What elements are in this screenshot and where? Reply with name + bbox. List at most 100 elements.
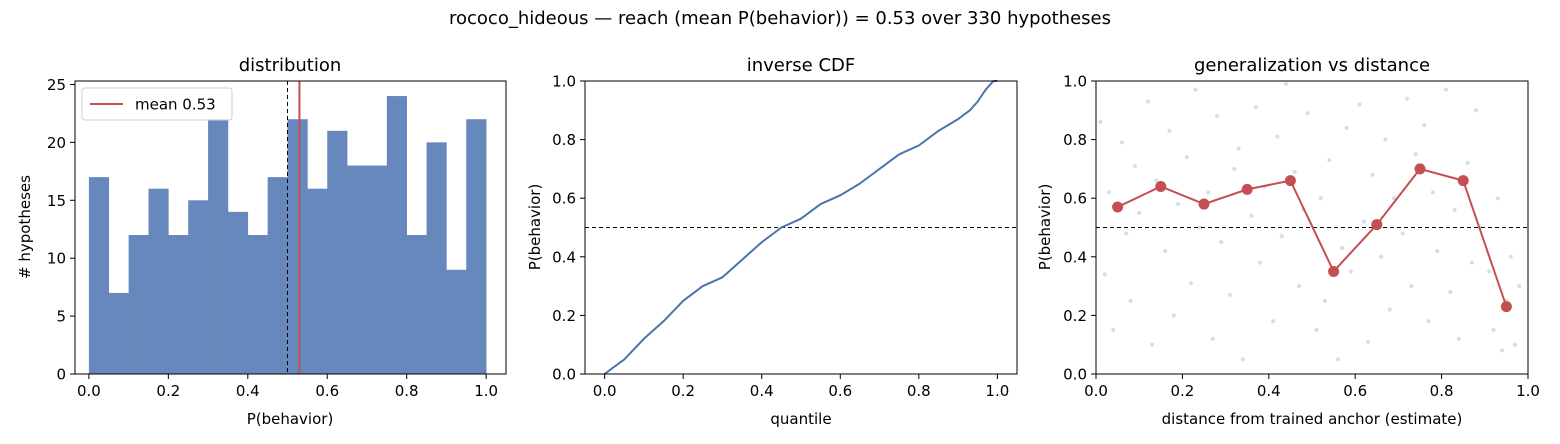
scatter-point xyxy=(1275,134,1280,139)
histogram-ytick-label: 25 xyxy=(47,76,66,94)
histogram-bar xyxy=(406,235,427,374)
scatter-point xyxy=(1214,114,1219,119)
inverse-cdf-ytick-label: 0.6 xyxy=(552,190,576,208)
scatter-point xyxy=(1487,269,1492,274)
scatter-point xyxy=(1176,202,1181,207)
generalization-ytick-label: 0.2 xyxy=(1063,307,1087,325)
scatter-point xyxy=(1145,99,1150,104)
binned-mean-point xyxy=(1112,201,1124,213)
scatter-point xyxy=(1314,328,1319,333)
scatter-point xyxy=(1253,105,1258,110)
scatter-point xyxy=(1448,289,1453,294)
scatter-point xyxy=(1508,254,1513,259)
histogram-bar xyxy=(247,235,268,374)
scatter-point xyxy=(1383,137,1388,142)
histogram-bar xyxy=(327,130,348,374)
histogram-bar xyxy=(208,119,229,374)
binned-mean-point xyxy=(1457,175,1469,187)
scatter-point xyxy=(1474,108,1479,113)
histogram-bar xyxy=(347,165,368,374)
binned-mean-point xyxy=(1198,198,1210,210)
generalization-ytick-label: 1.0 xyxy=(1063,73,1087,91)
scatter-point xyxy=(1232,166,1237,171)
inverse-cdf-ytick-label: 0.0 xyxy=(552,366,576,384)
generalization-ytick-label: 0.4 xyxy=(1063,248,1087,266)
inverse-cdf-xtick-label: 0.4 xyxy=(750,382,774,400)
scatter-point xyxy=(1297,284,1302,289)
binned-mean-point xyxy=(1328,265,1340,277)
scatter-point xyxy=(1137,210,1142,215)
histogram-xtick-label: 1.0 xyxy=(474,382,498,400)
histogram-title: distribution xyxy=(239,55,342,76)
inverse-cdf-xlabel: quantile xyxy=(770,410,831,428)
scatter-point xyxy=(1193,87,1198,92)
scatter-point xyxy=(1335,357,1340,362)
scatter-point xyxy=(1271,319,1276,324)
scatter-point xyxy=(1361,219,1366,224)
scatter-point xyxy=(1102,272,1107,277)
scatter-point xyxy=(1392,196,1397,201)
histogram-xtick-label: 0.4 xyxy=(236,382,260,400)
legend-mean-label: mean 0.53 xyxy=(135,96,216,114)
generalization-xtick-label: 0.8 xyxy=(1430,382,1454,400)
scatter-point xyxy=(1163,248,1168,253)
inverse-cdf-frame xyxy=(584,80,1018,375)
scatter-point xyxy=(1344,125,1349,130)
scatter-point xyxy=(1435,248,1440,253)
histogram-panel: distribution 0.0 0.2 0.4 0.6 0.8 1.0 0 5 10 15 20 2… xyxy=(16,55,507,428)
inverse-cdf-ylabel: P(behavior) xyxy=(526,184,544,271)
inverse-cdf-ytick-label: 0.4 xyxy=(552,248,576,266)
scatter-point xyxy=(1422,122,1427,127)
histogram-bar xyxy=(466,119,487,374)
binned-mean-point xyxy=(1241,183,1253,195)
scatter-point xyxy=(1292,169,1297,174)
histogram-bar xyxy=(426,142,447,374)
histogram-xtick-label: 0.8 xyxy=(395,382,419,400)
scatter-point xyxy=(1469,260,1474,265)
scatter-point xyxy=(1249,213,1254,218)
inverse-cdf-ytick-label: 0.8 xyxy=(552,131,576,149)
scatter-point xyxy=(1357,102,1362,107)
histogram-bar xyxy=(446,269,467,374)
generalization-panel: generalization vs distance 0.0 0.2 0.4 0.6 0… xyxy=(1036,55,1540,428)
scatter-point xyxy=(1452,207,1457,212)
scatter-point xyxy=(1348,269,1353,274)
histogram-bar xyxy=(386,96,407,375)
scatter-point xyxy=(1167,128,1172,133)
scatter-point xyxy=(1400,231,1405,236)
histogram-bar xyxy=(227,211,249,374)
scatter-point xyxy=(1171,313,1176,318)
scatter-point xyxy=(1258,260,1263,265)
scatter-point xyxy=(1405,96,1410,101)
scatter-point xyxy=(1366,339,1371,344)
scatter-point xyxy=(1513,342,1518,347)
scatter-point xyxy=(1413,152,1418,157)
binned-mean-point xyxy=(1155,180,1167,192)
inverse-cdf-xtick-label: 1.0 xyxy=(985,382,1009,400)
histogram-xlabel: P(behavior) xyxy=(247,410,334,428)
generalization-title: generalization vs distance xyxy=(1194,55,1430,76)
inverse-cdf-xtick-label: 0.0 xyxy=(593,382,617,400)
inverse-cdf-title: inverse CDF xyxy=(747,55,856,76)
generalization-xtick-label: 0.0 xyxy=(1084,382,1108,400)
scatter-point xyxy=(1430,190,1435,195)
histogram-ytick-label: 0 xyxy=(56,366,66,384)
scatter-point xyxy=(1236,146,1241,151)
histogram-bar xyxy=(267,177,288,374)
scatter-point xyxy=(1500,348,1505,353)
scatter-point xyxy=(1154,178,1159,183)
scatter-point xyxy=(1284,81,1289,86)
histogram-ytick-label: 15 xyxy=(47,192,66,210)
histogram-ytick-label: 10 xyxy=(47,250,66,268)
scatter-point xyxy=(1119,140,1124,145)
scatter-point xyxy=(1517,284,1522,289)
scatter-point xyxy=(1456,336,1461,341)
binned-mean-point xyxy=(1500,301,1512,313)
generalization-xtick-label: 1.0 xyxy=(1516,382,1540,400)
generalization-ytick-label: 0.8 xyxy=(1063,131,1087,149)
histogram-xtick-label: 0.2 xyxy=(156,382,180,400)
generalization-ytick-label: 0.0 xyxy=(1063,366,1087,384)
binned-mean-point xyxy=(1284,175,1296,187)
generalization-xtick-label: 0.4 xyxy=(1257,382,1281,400)
